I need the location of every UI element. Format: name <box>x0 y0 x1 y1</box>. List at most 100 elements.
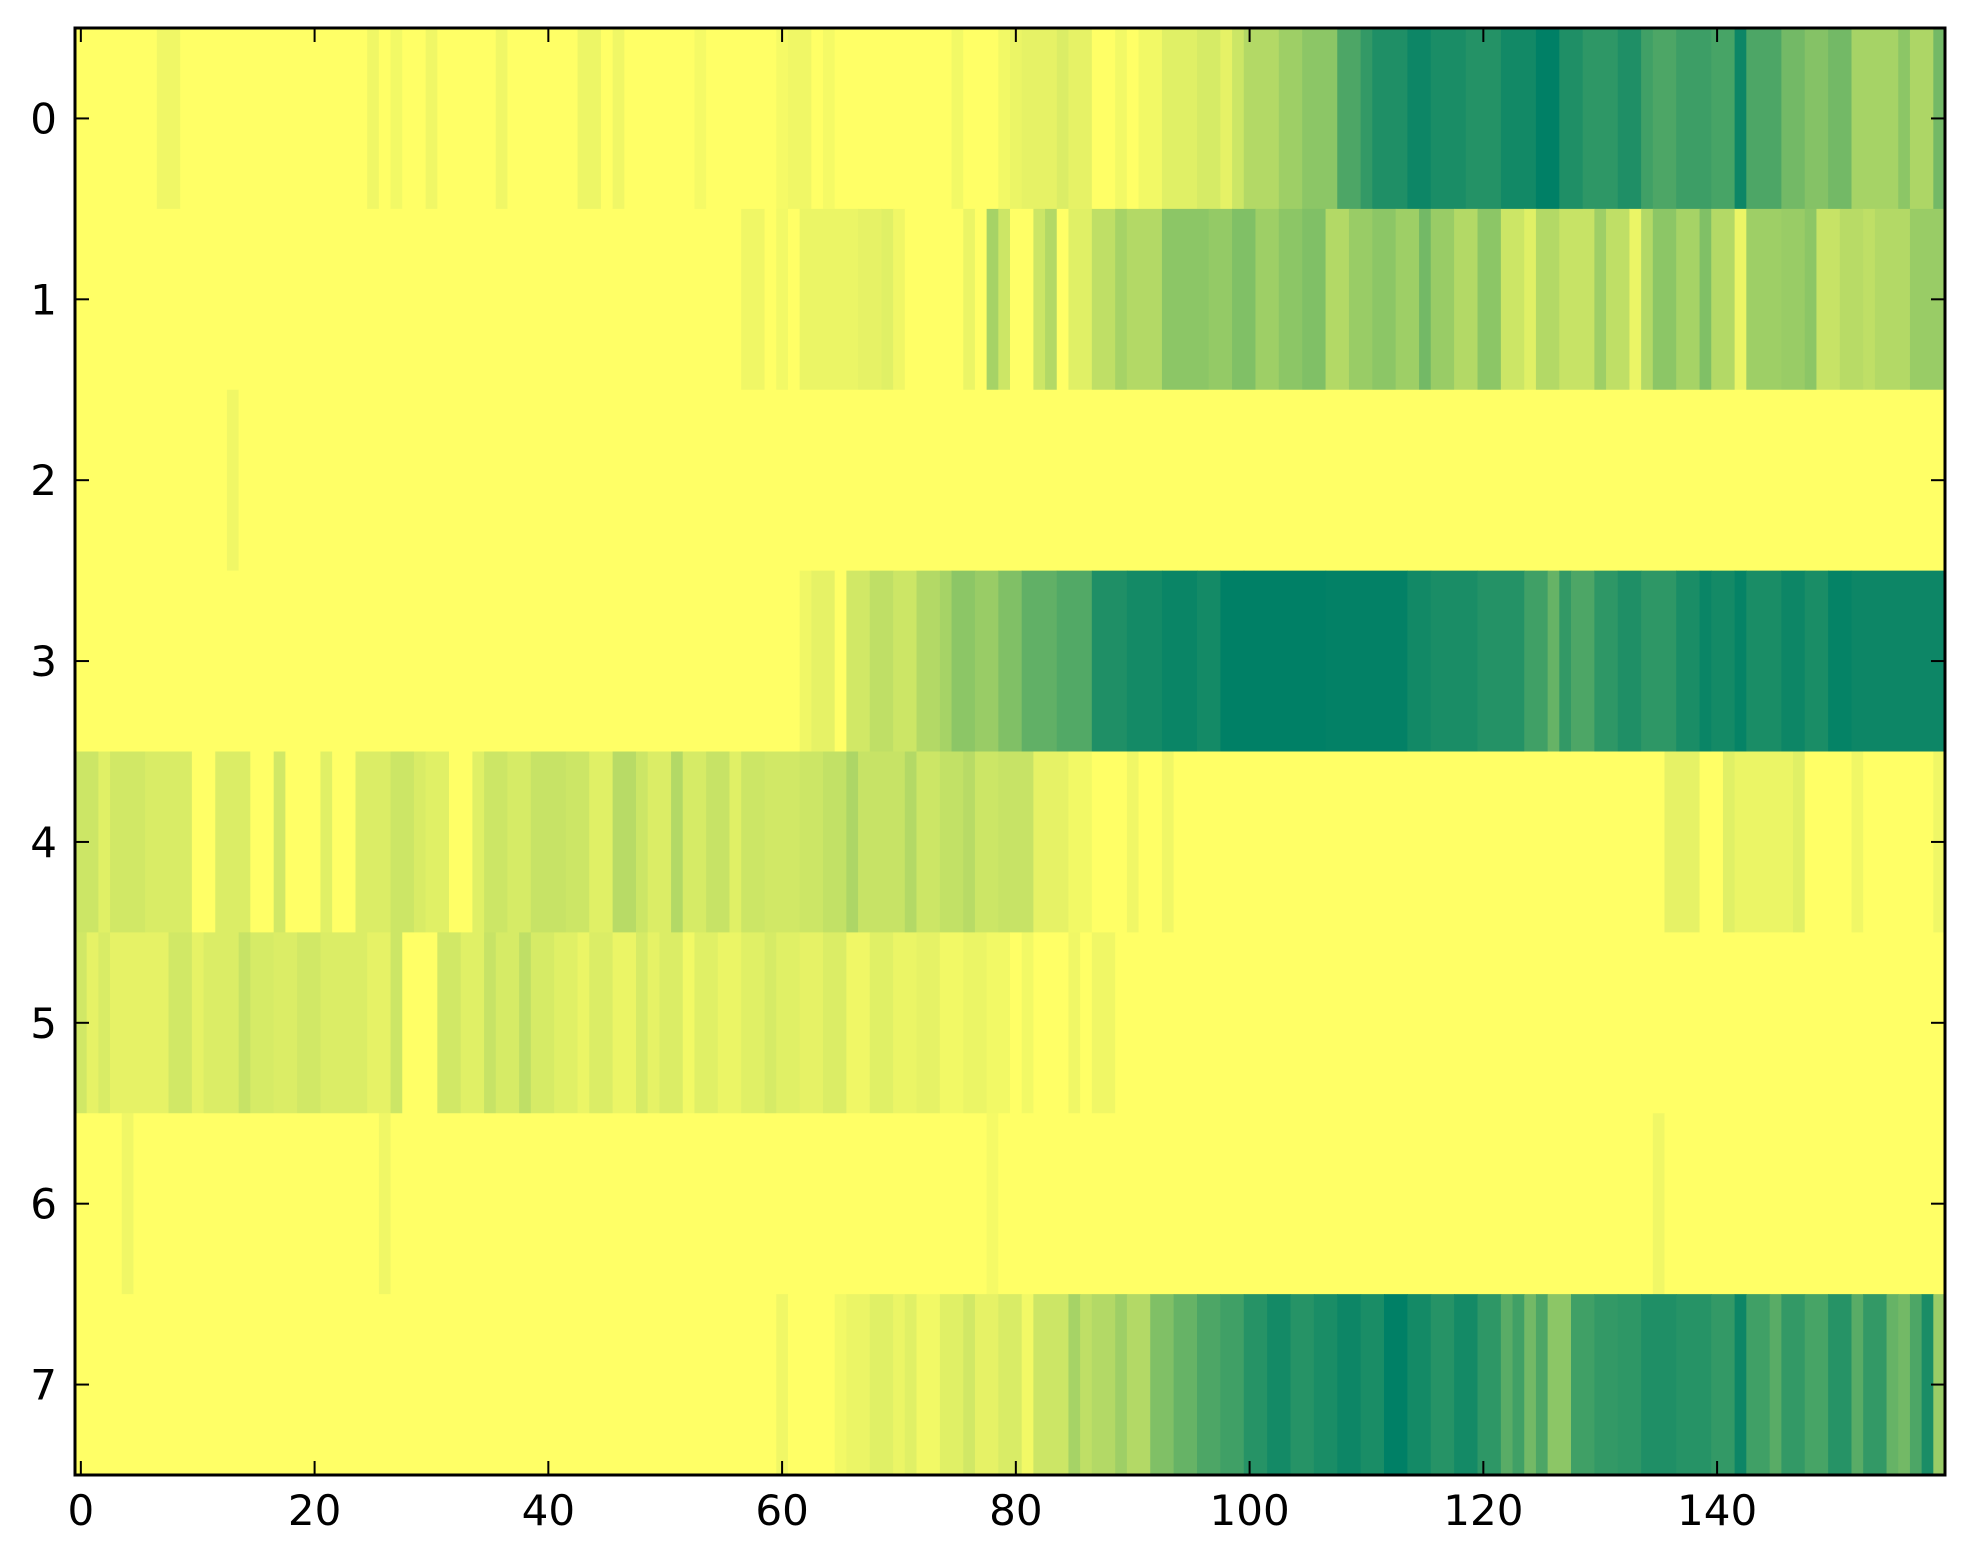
x-tick-label: 140 <box>1677 1486 1757 1535</box>
heatmap-cell <box>671 751 684 933</box>
heatmap-cell <box>1255 208 1280 391</box>
heatmap-cell <box>554 932 579 1114</box>
heatmap-cell <box>1056 208 1070 391</box>
heatmap-cell <box>1395 208 1420 391</box>
heatmap-cell <box>998 1113 1654 1295</box>
heatmap-cell <box>986 208 999 391</box>
heatmap-cell <box>904 751 918 933</box>
heatmap-cell <box>963 751 976 933</box>
y-tick-label: 3 <box>30 637 57 686</box>
heatmap-cell <box>297 932 322 1114</box>
heatmap-cell <box>694 28 707 210</box>
heatmap-cell <box>858 208 883 391</box>
heatmap-cell <box>1629 208 1642 391</box>
heatmap-cell <box>1676 570 1701 753</box>
heatmap-cell <box>413 751 427 933</box>
heatmap-cell <box>998 751 1034 933</box>
heatmap-cell <box>1056 28 1070 210</box>
heatmap-cell <box>1477 1294 1502 1476</box>
heatmap-cell <box>1606 208 1631 391</box>
x-tick-label: 0 <box>67 1486 94 1535</box>
heatmap-cell <box>1197 570 1221 753</box>
heatmap-cell <box>390 1113 988 1295</box>
heatmap-cell <box>472 751 485 933</box>
heatmap-cell <box>624 28 696 210</box>
heatmap-cell <box>1068 208 1093 391</box>
heatmap-cell <box>1828 570 1853 753</box>
heatmap-cell <box>238 932 251 1114</box>
heatmap-cell <box>1559 570 1572 753</box>
heatmap-cell <box>1477 570 1525 753</box>
heatmap-cell <box>951 570 976 753</box>
heatmap-cell <box>285 751 322 933</box>
heatmap-cell <box>460 932 485 1114</box>
heatmap-cell <box>1278 28 1303 210</box>
heatmap-cell <box>1068 932 1081 1114</box>
heatmap-cell <box>729 751 742 933</box>
heatmap-cell <box>238 389 1946 572</box>
heatmap-cell <box>764 208 777 391</box>
heatmap-cell <box>1582 28 1619 210</box>
heatmap-cell <box>507 751 532 933</box>
heatmap-cell <box>1594 1294 1619 1476</box>
heatmap-cell <box>904 1294 918 1476</box>
heatmap-cell <box>612 28 625 210</box>
heatmap-cell <box>1161 570 1198 753</box>
heatmap-cell <box>1372 208 1397 391</box>
heatmap-cell <box>226 389 240 572</box>
heatmap-cell <box>659 932 684 1114</box>
heatmap-cell <box>1547 1294 1572 1476</box>
heatmap-cell <box>1243 1294 1268 1476</box>
heatmap-cell <box>1617 570 1642 753</box>
heatmap-cell <box>484 932 497 1114</box>
heatmap-cell <box>1021 932 1034 1114</box>
heatmap-cell <box>1816 208 1841 391</box>
heatmap-cell <box>858 751 906 933</box>
heatmap-cell <box>1419 208 1432 391</box>
heatmap-cell <box>1851 1294 1864 1476</box>
heatmap-cell <box>495 932 520 1114</box>
heatmap-cell <box>1909 1294 1923 1476</box>
heatmap-cell <box>320 932 368 1114</box>
heatmap-cell <box>1524 208 1537 391</box>
heatmap-cell <box>1804 570 1829 753</box>
heatmap-cell <box>121 1113 135 1295</box>
heatmap-cell <box>846 932 871 1114</box>
heatmap-cell <box>1360 1294 1385 1476</box>
heatmap-cell <box>963 932 988 1114</box>
heatmap-cell <box>1524 570 1549 753</box>
heatmap-cell <box>75 389 228 572</box>
heatmap-cell <box>1676 28 1712 210</box>
heatmap-cell <box>963 28 999 210</box>
heatmap-cell <box>1734 1294 1747 1476</box>
heatmap-cell <box>402 28 427 210</box>
heatmap-cell <box>1652 1113 1666 1295</box>
heatmap-cell <box>916 932 941 1114</box>
y-tick-label: 7 <box>30 1361 57 1410</box>
heatmap-cell <box>1641 28 1654 210</box>
heatmap-cell <box>787 208 801 391</box>
heatmap-cell <box>1302 28 1338 210</box>
heatmap-cell <box>1594 208 1607 391</box>
heatmap-cell <box>1804 1294 1829 1476</box>
x-tick-label: 40 <box>522 1486 575 1535</box>
heatmap-cell <box>1091 1294 1116 1476</box>
heatmap-cell <box>75 1294 777 1476</box>
heatmap-cell <box>1500 208 1525 391</box>
heatmap-cell <box>1325 208 1350 391</box>
heatmap-cell <box>1243 28 1280 210</box>
heatmap-cell <box>1080 1294 1093 1476</box>
heatmap-cell <box>367 932 392 1114</box>
heatmap-cell <box>1863 751 1934 933</box>
heatmap-cell <box>1454 208 1479 391</box>
heatmap-cell <box>1056 570 1093 753</box>
heatmap-cell <box>799 570 812 753</box>
heatmap-cell <box>565 751 590 933</box>
heatmap-cell <box>776 1294 789 1476</box>
heatmap-cell <box>507 28 579 210</box>
heatmap-cell <box>776 932 801 1114</box>
heatmap-cell <box>1559 208 1595 391</box>
heatmap-cell <box>1617 28 1642 210</box>
heatmap-cell <box>869 1294 894 1476</box>
heatmap-cell <box>916 1294 941 1476</box>
